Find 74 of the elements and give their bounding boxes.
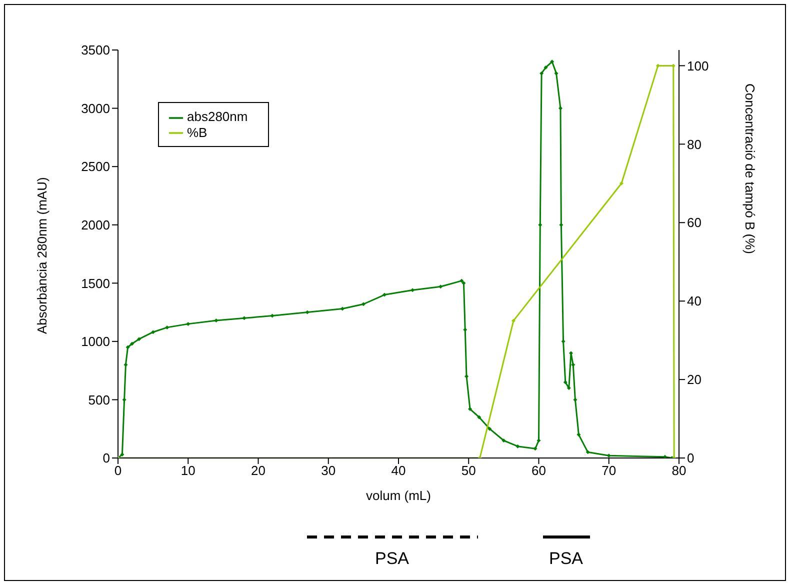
- x-axis-title: volum (mL): [366, 488, 432, 503]
- y2-tick-label: 20: [687, 372, 702, 388]
- point: [656, 64, 660, 68]
- x-tick-label: 0: [114, 463, 122, 478]
- point: [151, 330, 156, 334]
- y2-tick-label: 60: [687, 215, 702, 230]
- point: [536, 438, 541, 443]
- point: [566, 386, 571, 390]
- point: [538, 222, 542, 227]
- point: [554, 71, 558, 76]
- point: [620, 181, 624, 186]
- point: [533, 446, 538, 451]
- text: PSA: [548, 549, 584, 568]
- point: [137, 337, 142, 342]
- point: [214, 318, 218, 322]
- point: [558, 106, 562, 110]
- x-tick-label: 60: [532, 463, 546, 478]
- y-tick-label: 3000: [81, 100, 110, 116]
- y2-tick-label: 40: [687, 294, 702, 309]
- x-tick-label: 30: [321, 463, 336, 478]
- point: [571, 362, 576, 367]
- point: [512, 318, 516, 323]
- point: [126, 345, 130, 350]
- y2-tick-label: 0: [687, 450, 694, 466]
- y2-tick-label: 100: [687, 58, 709, 74]
- point: [468, 407, 472, 412]
- point: [563, 380, 568, 384]
- point: [340, 306, 344, 311]
- point: [502, 438, 506, 443]
- point: [361, 302, 366, 306]
- point: [165, 325, 170, 330]
- y-tick-label: 500: [88, 392, 110, 408]
- x-tick-label: 50: [461, 463, 476, 478]
- x-tick-label: 40: [391, 463, 406, 478]
- y-tick-label: 2500: [81, 159, 110, 174]
- y-tick-label: 1500: [81, 276, 110, 291]
- point: [186, 322, 190, 326]
- point: [463, 328, 468, 332]
- point: [586, 450, 590, 454]
- point: [606, 454, 611, 458]
- text: PSA: [374, 549, 410, 568]
- point: [124, 362, 128, 367]
- x-tick-label: 20: [251, 463, 266, 478]
- point: [516, 444, 520, 448]
- y-tick-label: 1000: [81, 334, 110, 350]
- y-tick-label: 3500: [81, 42, 110, 58]
- y2-axis-title: Concentració de tampó B (%): [742, 83, 758, 254]
- point: [270, 314, 274, 318]
- point: [550, 60, 554, 64]
- point: [120, 452, 124, 457]
- y-axis-title: Absorbància 280nm (mAU): [34, 177, 50, 334]
- point: [130, 342, 134, 346]
- point: [464, 374, 469, 378]
- point: [438, 284, 443, 289]
- point: [477, 415, 482, 420]
- x-tick-label: 80: [672, 463, 686, 478]
- legend-label: %B: [187, 124, 208, 140]
- point: [460, 278, 464, 283]
- point: [382, 292, 386, 297]
- y-tick-label: 2000: [81, 217, 110, 232]
- y-tick-label: 0: [102, 450, 110, 466]
- point: [559, 222, 564, 227]
- x-tick-label: 70: [602, 463, 616, 478]
- y2-tick-label: 80: [687, 136, 702, 152]
- point: [488, 426, 492, 431]
- legend-label: abs280nm: [187, 109, 248, 124]
- x-tick-label: 10: [180, 463, 196, 478]
- point: [576, 432, 581, 437]
- point: [573, 398, 578, 402]
- point: [540, 71, 544, 76]
- point: [305, 310, 310, 314]
- point: [410, 288, 415, 292]
- point: [242, 316, 246, 320]
- point: [544, 65, 548, 70]
